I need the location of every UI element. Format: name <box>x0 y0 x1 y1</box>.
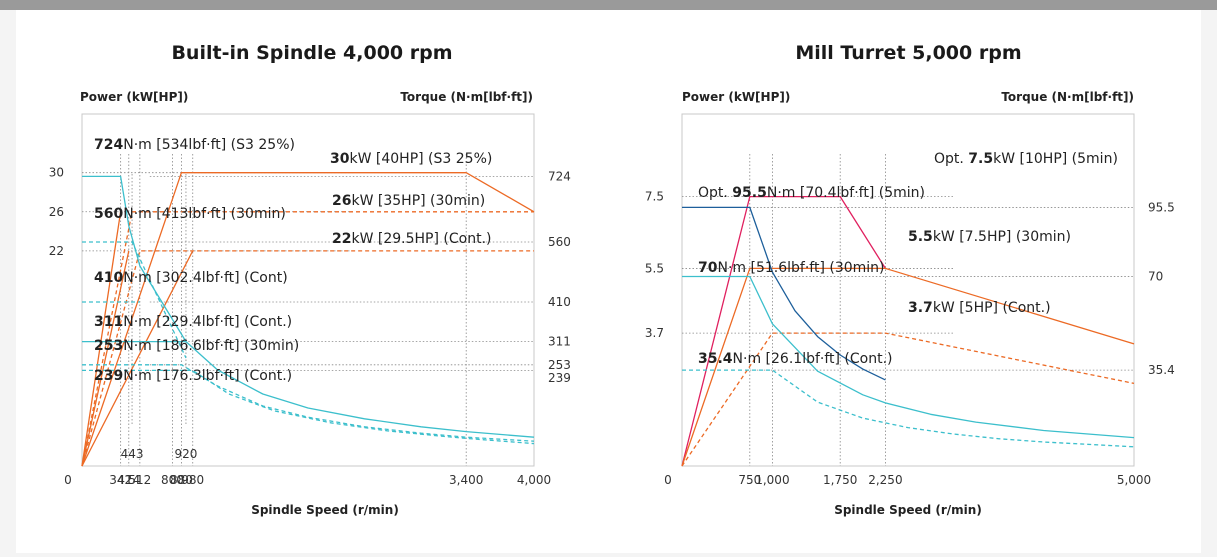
x-tick-label-342: 342 <box>109 473 132 487</box>
plot-frame <box>681 113 1135 467</box>
series-line-30kw-40hp-s3-25 <box>81 172 535 467</box>
x-tick-label-512: 512 <box>128 473 151 487</box>
torque-tick-label-35-4: 35.4 <box>1148 363 1175 377</box>
series-line-guide-5 <box>81 250 194 467</box>
x-tick-label-414: 414 <box>117 473 140 487</box>
chart-mill-turret: Mill Turret 5,000 rpm Power (kW[HP]) Tor… <box>616 10 1201 553</box>
annotation-torque-560: 560N·m [413lbf·ft] (30min) <box>94 206 286 222</box>
x-tick-label-980: 980 <box>181 473 204 487</box>
chart-panel: Built-in Spindle 4,000 rpm Power (kW[HP]… <box>16 10 1201 553</box>
annotation-torque-35-4: 35.4N·m [26.1lbf·ft] (Cont.) <box>698 351 893 367</box>
series-line-35-4n-m-26-1lbf-ft-cont <box>682 369 1135 448</box>
x-tick-label-3-400: 3,400 <box>449 473 483 487</box>
series-line-560n-m-413lbf-ft-30min <box>82 241 187 359</box>
series-line-22kw-29-5hp-cont <box>81 250 534 467</box>
annotation-power-30: 30kW [40HP] (S3 25%) <box>330 151 492 167</box>
torque-tick-label-239: 239 <box>548 371 571 385</box>
series-line-724n-m-534lbf-ft-s3-25 <box>82 175 187 342</box>
x-tick-label-750: 750 <box>738 473 761 487</box>
y-axis-right-label: Torque (N·m[lbf·ft]) <box>1001 90 1134 104</box>
series-line-239n-m-176-3lbf-ft-cont <box>82 369 535 445</box>
y-axis-left-label: Power (kW[HP]) <box>682 90 790 104</box>
annotation-torque-239: 239N·m [176.3lbf·ft] (Cont.) <box>94 368 292 384</box>
chart-svg-built-in-spindle: Power (kW[HP]) Torque (N·m[lbf·ft]) Spin… <box>49 90 571 517</box>
series-line-opt-7-5kw-10hp-5min <box>681 195 886 467</box>
x-tick-label-1-750: 1,750 <box>823 473 857 487</box>
power-tick-label-3-7: 3.7 <box>645 326 664 340</box>
torque-tick-label-311: 311 <box>548 335 571 349</box>
power-tick-label-7-5: 7.5 <box>645 190 664 204</box>
power-tick-label-30: 30 <box>49 166 64 180</box>
annotation-torque-253: 253N·m [186.6lbf·ft] (30min) <box>94 338 299 354</box>
x-tick-label-443: 443 <box>121 447 144 461</box>
x-tick-label-920: 920 <box>175 447 198 461</box>
annotation-power-26: 26kW [35HP] (30min) <box>332 193 485 209</box>
series-line-guide-4 <box>81 250 130 467</box>
series-line-26kw-35hp-30min <box>81 211 534 467</box>
series-line-70n-m-51-6lbf-ft-30min <box>682 275 1135 439</box>
annotation-power-3-7: 3.7kW [5HP] (Cont.) <box>908 300 1051 316</box>
torque-tick-label-560: 560 <box>548 235 571 249</box>
annotation-power-22: 22kW [29.5HP] (Cont.) <box>332 231 491 247</box>
x-tick-label-0: 0 <box>664 473 672 487</box>
annotation-torque-311: 311N·m [229.4lbf·ft] (Cont.) <box>94 314 292 330</box>
chart-title: Mill Turret 5,000 rpm <box>795 42 1022 64</box>
torque-tick-label-70: 70 <box>1148 269 1163 283</box>
series-line-253n-m-186-6lbf-ft-30min <box>82 364 535 442</box>
series-line-opt-95-5n-m-70-4lbf-ft-5min <box>682 206 886 381</box>
annotation-opt-torque-95-5: Opt. 95.5N·m [70.4lbf·ft] (5min) <box>698 185 925 201</box>
torque-tick-label-410: 410 <box>548 295 571 309</box>
series-line-5-5kw-7-5hp-30min <box>681 267 1135 467</box>
x-tick-label-0: 0 <box>64 473 72 487</box>
annotation-power-5-5: 5.5kW [7.5HP] (30min) <box>908 229 1071 245</box>
annotation-torque-70: 70N·m [51.6lbf·ft] (30min) <box>698 260 885 276</box>
series-line-3-7kw-5hp-cont <box>681 332 1135 467</box>
x-axis-label: Spindle Speed (r/min) <box>834 503 982 517</box>
top-bar <box>0 0 1217 10</box>
y-axis-right-label: Torque (N·m[lbf·ft]) <box>400 90 533 104</box>
torque-tick-label-724: 724 <box>548 169 571 183</box>
x-axis-label: Spindle Speed (r/min) <box>251 503 399 517</box>
chart-svg-mill-turret: Power (kW[HP]) Torque (N·m[lbf·ft]) Spin… <box>645 90 1175 517</box>
plot-frame <box>81 113 535 467</box>
chart-title: Built-in Spindle 4,000 rpm <box>171 42 453 64</box>
x-tick-label-4-000: 4,000 <box>517 473 551 487</box>
torque-tick-label-95-5: 95.5 <box>1148 200 1175 214</box>
power-tick-label-26: 26 <box>49 205 64 219</box>
x-tick-label-800: 800 <box>161 473 184 487</box>
chart-built-in-spindle: Built-in Spindle 4,000 rpm Power (kW[HP]… <box>16 10 608 553</box>
x-tick-label-880: 880 <box>170 473 193 487</box>
x-tick-label-2-250: 2,250 <box>868 473 902 487</box>
series-line-311n-m-229-4lbf-ft-cont <box>82 340 535 438</box>
power-tick-label-22: 22 <box>49 244 64 258</box>
annotation-torque-410: 410N·m [302.4lbf·ft] (Cont) <box>94 270 288 286</box>
y-axis-left-label: Power (kW[HP]) <box>80 90 188 104</box>
x-tick-label-5-000: 5,000 <box>1117 473 1151 487</box>
power-tick-label-5-5: 5.5 <box>645 261 664 275</box>
x-tick-label-1-000: 1,000 <box>755 473 789 487</box>
series-line-guide-3 <box>81 211 122 467</box>
torque-tick-label-253: 253 <box>548 358 571 372</box>
annotation-torque-724: 724N·m [534lbf·ft] (S3 25%) <box>94 137 295 153</box>
annotation-opt-power-7-5: Opt. 7.5kW [10HP] (5min) <box>934 151 1118 167</box>
